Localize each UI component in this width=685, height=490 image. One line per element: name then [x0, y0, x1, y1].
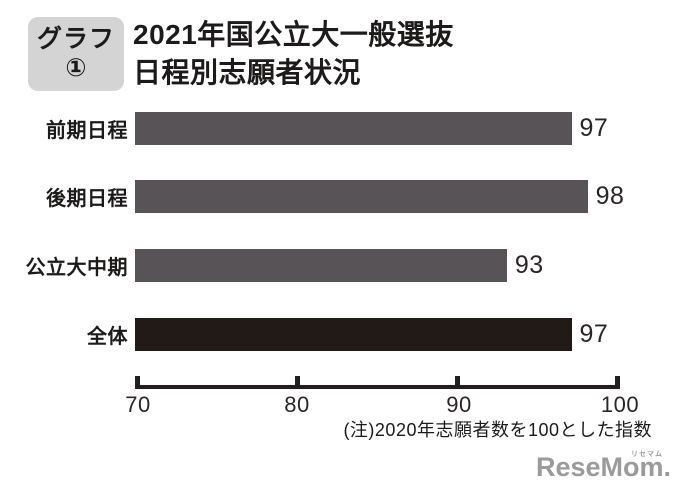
chart-title-line1: 2021年国公立大一般選抜 — [133, 19, 454, 50]
badge-label: グラフ — [36, 25, 115, 54]
axis-tick-80 — [294, 376, 300, 385]
bar-row-kouki: 後期日程 98 — [0, 180, 685, 213]
tick-label-90: 90 — [446, 392, 472, 417]
bar-track: 93 — [135, 249, 620, 282]
graph-number-badge: グラフ ① — [28, 17, 124, 91]
chart-title-line2: 日程別志願者状況 — [133, 56, 362, 88]
bar — [135, 112, 572, 145]
resemom-logo-ruby: リセマム — [631, 451, 663, 458]
tick-label-70: 70 — [125, 392, 151, 417]
bar — [135, 249, 507, 282]
bar-track: 97 — [135, 112, 620, 145]
tick-label-80: 80 — [284, 392, 310, 417]
axis-tick-90 — [455, 376, 461, 385]
bar-row-zenki: 前期日程 97 — [0, 112, 685, 145]
bar-row-zentai: 全体 97 — [0, 318, 685, 351]
resemom-logo-text: ReseMom. — [535, 452, 671, 482]
x-axis-line — [135, 376, 620, 389]
bar — [135, 180, 588, 213]
x-axis-tick-labels: 70 80 90 100 — [0, 392, 685, 422]
chart-note: (注)2020年志願者数を100とした指数 — [343, 420, 652, 440]
bar-track: 97 — [135, 318, 620, 351]
bar-row-kouritsu-chuki: 公立大中期 93 — [0, 249, 685, 282]
axis-tick-100 — [615, 376, 620, 385]
category-label: 全体 — [87, 326, 128, 348]
chart-title: 2021年国公立大一般選抜 日程別志願者状況 — [133, 16, 454, 92]
category-label: 公立大中期 — [25, 257, 128, 279]
badge-number: ① — [65, 54, 87, 82]
value-label: 93 — [514, 251, 544, 279]
bar-track: 98 — [135, 180, 624, 213]
tick-label-100: 100 — [600, 392, 640, 417]
value-label: 97 — [579, 114, 609, 142]
category-label: 後期日程 — [46, 188, 128, 210]
axis-tick-70 — [135, 376, 140, 385]
category-label: 前期日程 — [46, 120, 128, 142]
resemom-logo: ReseMom. リセマム — [535, 451, 671, 483]
value-label: 98 — [595, 182, 625, 210]
value-label: 97 — [579, 320, 609, 348]
bar — [135, 318, 572, 351]
